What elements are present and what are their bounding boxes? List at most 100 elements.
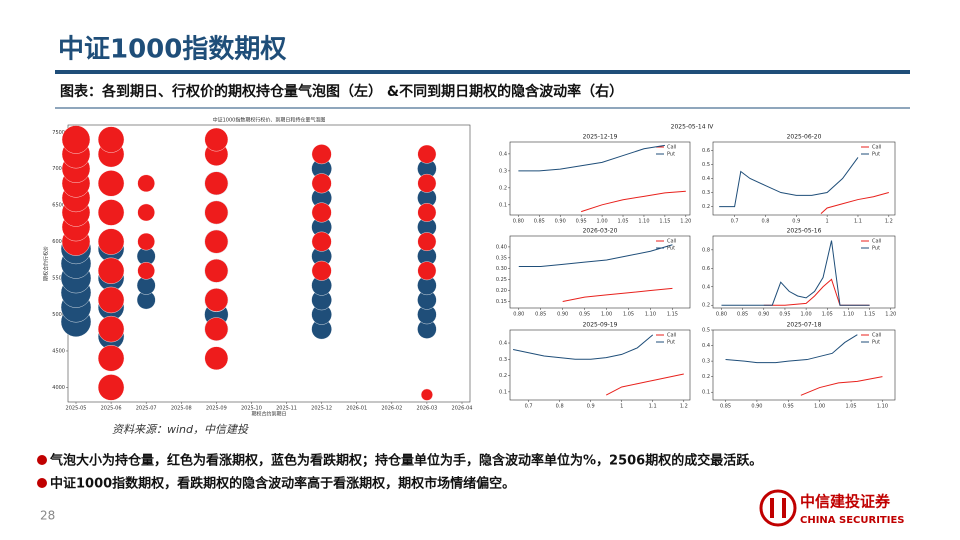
y-tick-label: 0.5: [702, 162, 710, 168]
y-tick-label: 0.2: [499, 185, 507, 191]
y-tick-label: 0.35: [496, 255, 507, 261]
bullet: [37, 455, 47, 465]
y-tick-label: 0.6: [702, 266, 710, 272]
y-tick-label: 6000: [52, 239, 65, 245]
x-tick-label: 0.80: [513, 312, 524, 318]
logo: 中信建投证券 CHINA SECURITIES: [759, 489, 905, 527]
x-tick-label: 2025-12: [311, 406, 332, 412]
x-tick-label: 1.10: [843, 312, 854, 318]
iv-line: [581, 190, 686, 213]
bubble: [97, 286, 125, 314]
x-tick-label: 1.10: [638, 219, 649, 225]
y-tick-label: 0.4: [702, 284, 710, 290]
y-tick-label: 0.3: [702, 359, 710, 365]
x-tick-label: 1.10: [645, 312, 656, 318]
x-tick-label: 1.20: [885, 312, 896, 318]
source: 资料来源：wind，中信建投: [112, 423, 249, 436]
logo-emblem: [770, 498, 774, 518]
y-tick-label: 0.1: [499, 202, 507, 208]
y-tick-label: 0.2: [702, 204, 710, 210]
legend-label: Call: [667, 145, 676, 151]
iv-line: [518, 144, 665, 172]
x-tick-label: 1.10: [877, 404, 888, 410]
x-tick-label: 1.1: [854, 219, 862, 225]
bubble: [311, 202, 332, 223]
legend-label: Call: [872, 239, 881, 245]
x-tick-label: 1.05: [822, 312, 833, 318]
bubble: [204, 200, 229, 225]
bubble: [204, 171, 229, 196]
y-tick-label: 0.2: [702, 303, 710, 309]
subplot-title: 2025-07-18: [787, 322, 822, 329]
y-tick-label: 0.2: [499, 373, 507, 379]
x-tick-label: 1.00: [801, 312, 812, 318]
bubble: [97, 345, 125, 372]
bubble: [311, 260, 332, 281]
y-tick-label: 0.5: [702, 328, 710, 334]
chart-title: 中证1000指数期权行权价、到期日和持仓量气泡图: [213, 117, 326, 124]
subplot-title: 2025-09-19: [583, 322, 618, 329]
y-tick-label: 0.8: [702, 247, 710, 253]
y-tick-label: 0.4: [702, 176, 710, 182]
x-tick-label: 0.95: [579, 312, 590, 318]
slide-title: 中证1000指数期权: [58, 35, 286, 65]
legend-label: Call: [667, 239, 676, 245]
y-tick-label: 0.4: [499, 341, 507, 347]
x-tick-label: 0.90: [555, 219, 566, 225]
x-tick-label: 0.85: [535, 312, 546, 318]
x-tick-label: 0.95: [779, 312, 790, 318]
legend-label: Call: [872, 145, 881, 151]
bullet-text: 气泡大小为持仓量，红色为看涨期权，蓝色为看跌期权；持仓量单位为手，隐含波动率单位…: [50, 453, 762, 469]
bubble: [417, 144, 437, 164]
iv-title: 2025-05-14 IV: [671, 124, 715, 131]
bubble: [204, 317, 229, 341]
x-tick-label: 2025-10: [241, 406, 262, 412]
bubble: [417, 203, 437, 222]
y-tick-label: 0.30: [496, 266, 507, 272]
legend-label: Put: [667, 246, 675, 252]
y-tick-label: 7500: [52, 130, 65, 136]
y-tick-label: 0.20: [496, 288, 507, 294]
plot-area: [712, 329, 896, 401]
x-tick-label: 2025-08: [171, 406, 192, 412]
bubble: [311, 144, 332, 165]
x-tick-label: 2025-09: [206, 406, 227, 412]
bubble: [204, 127, 229, 152]
iv-line: [725, 334, 858, 364]
bubble: [97, 126, 125, 153]
bubble: [97, 315, 125, 343]
bubble: [204, 258, 229, 283]
x-tick-label: 0.90: [758, 312, 769, 318]
legend-label: Put: [872, 246, 880, 252]
x-tick-label: 1.05: [617, 219, 628, 225]
x-tick-label: 0.9: [792, 219, 800, 225]
y-tick-label: 0.6: [702, 148, 710, 154]
y-tick-label: 6500: [52, 203, 65, 209]
subplot-title: 2025-12-19: [583, 134, 618, 141]
bubble: [417, 261, 437, 281]
legend-label: Call: [872, 333, 881, 339]
x-tick-label: 2026-03: [416, 406, 437, 412]
x-tick-label: 0.90: [751, 404, 762, 410]
x-tick-label: 0.7: [525, 404, 533, 410]
plot-area: [509, 235, 691, 309]
x-tick-label: 1.05: [623, 312, 634, 318]
plot-area: [509, 141, 691, 216]
x-axis-label: 期权合约到期日: [251, 411, 286, 418]
bubble: [97, 170, 125, 197]
y-tick-label: 0.15: [496, 299, 507, 305]
bubble: [204, 346, 229, 371]
plot-area: [509, 329, 691, 401]
x-tick-label: 1.05: [845, 404, 856, 410]
bubble: [311, 173, 332, 194]
bullet-text: 中证1000指数期权，看跌期权的隐含波动率高于看涨期权，期权市场情绪偏空。: [50, 476, 515, 492]
x-tick-label: 1.2: [885, 219, 893, 225]
x-tick-label: 0.85: [737, 312, 748, 318]
bubble: [137, 262, 155, 280]
y-tick-label: 0.1: [702, 390, 710, 396]
y-axis-label: 期权合约行权价: [43, 246, 50, 281]
x-tick-label: 0.8: [761, 219, 769, 225]
logo-emblem: [759, 489, 797, 527]
y-tick-label: 0.3: [499, 168, 507, 174]
